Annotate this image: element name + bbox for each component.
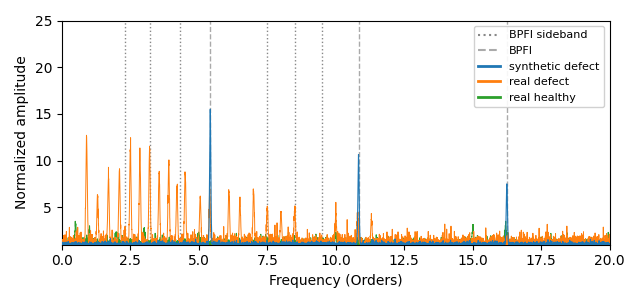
synthetic defect	[303, 242, 311, 246]
synthetic defect	[185, 242, 193, 246]
synthetic defect	[188, 240, 196, 244]
real healthy	[264, 240, 272, 244]
synthetic defect	[602, 242, 609, 246]
real healthy	[304, 242, 312, 246]
synthetic defect	[206, 107, 214, 111]
Line: real defect: real defect	[62, 135, 610, 245]
real healthy	[58, 240, 66, 244]
real healthy	[191, 242, 199, 246]
synthetic defect	[191, 242, 198, 246]
real defect	[58, 243, 66, 246]
synthetic defect	[58, 243, 66, 246]
real defect	[188, 242, 196, 246]
real defect	[191, 241, 199, 245]
real healthy	[602, 241, 609, 244]
real defect	[83, 133, 90, 137]
synthetic defect	[264, 241, 272, 245]
Y-axis label: Normalized amplitude: Normalized amplitude	[15, 56, 29, 209]
X-axis label: Frequency (Orders): Frequency (Orders)	[269, 274, 403, 288]
Line: real healthy: real healthy	[62, 221, 610, 245]
synthetic defect	[323, 243, 331, 247]
Legend: BPFI sideband, BPFI, synthetic defect, real defect, real healthy: BPFI sideband, BPFI, synthetic defect, r…	[474, 26, 604, 107]
real healthy	[72, 219, 79, 223]
real defect	[602, 239, 609, 243]
real defect	[585, 243, 593, 247]
real defect	[303, 241, 311, 245]
real defect	[186, 238, 193, 241]
real healthy	[283, 243, 291, 247]
synthetic defect	[606, 243, 614, 246]
real defect	[264, 233, 272, 237]
real healthy	[188, 240, 196, 244]
Line: synthetic defect: synthetic defect	[62, 109, 610, 245]
real defect	[606, 243, 614, 246]
real healthy	[606, 241, 614, 244]
real healthy	[186, 240, 193, 244]
